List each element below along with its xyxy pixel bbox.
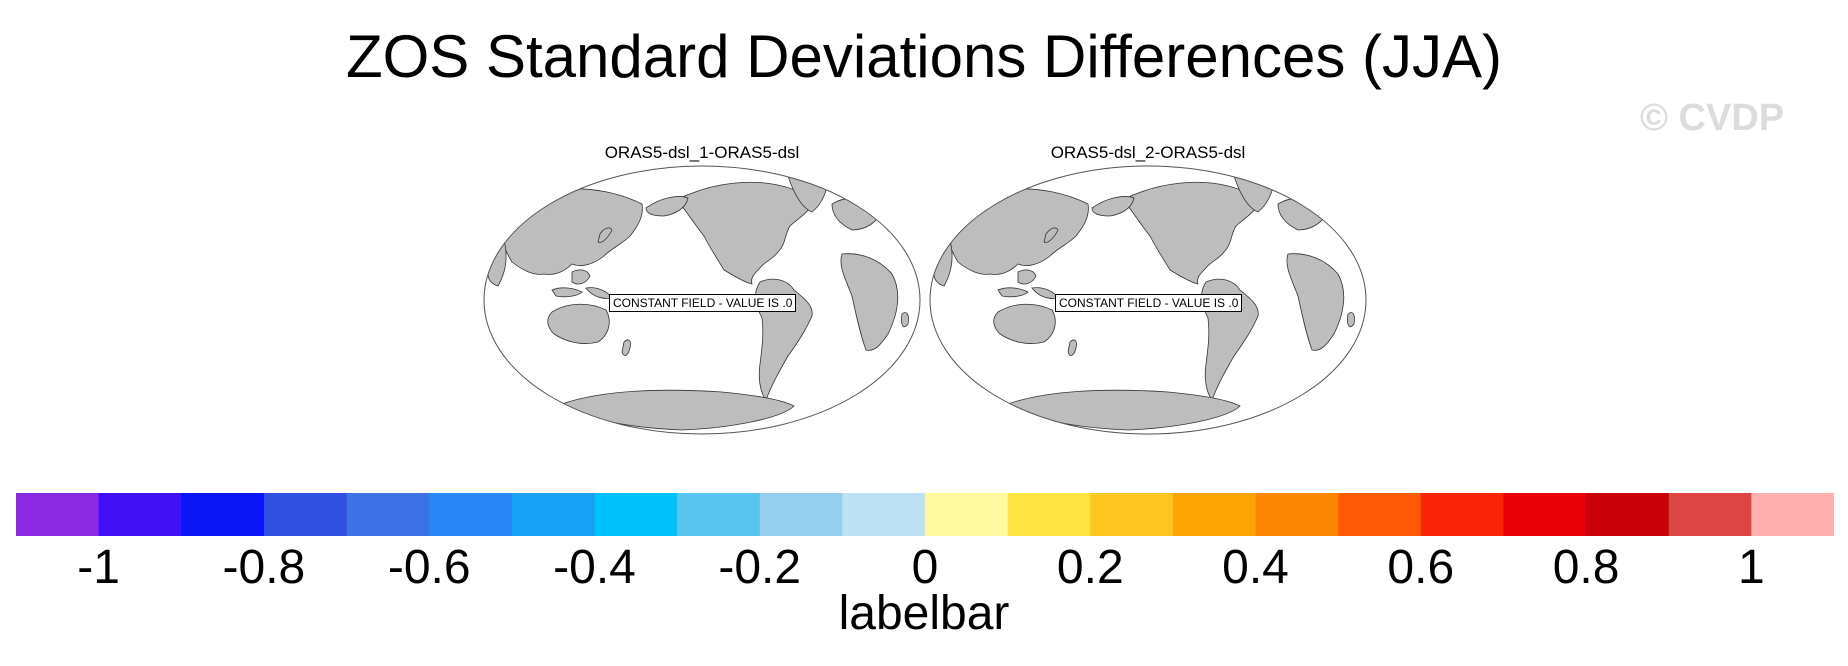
watermark: © CVDP [1640, 97, 1785, 139]
colorbar-box [759, 493, 843, 536]
colorbar-label: labelbar [838, 587, 1010, 640]
colorbar-tick-label: -0.8 [222, 541, 306, 594]
colorbar-box [181, 493, 265, 536]
land-shape [487, 239, 507, 287]
land-shape [997, 287, 1029, 298]
colorbar-box [1751, 493, 1834, 536]
colorbar-tick-label: -0.6 [387, 541, 471, 594]
land-shape [840, 253, 899, 351]
land-shape [621, 339, 631, 356]
panel-1-map [483, 165, 921, 435]
colorbar-box [1172, 493, 1257, 536]
colorbar-box [1586, 493, 1670, 536]
colorbar-box [594, 493, 678, 536]
colorbar-tick-label: 0.8 [1552, 541, 1620, 594]
land-shape [680, 181, 811, 285]
land-shape [1277, 197, 1329, 231]
colorbar-box [1338, 493, 1422, 536]
land-shape [993, 303, 1056, 344]
land-shape [571, 269, 591, 285]
globe-outline [929, 165, 1367, 435]
colorbar-box [925, 493, 1009, 536]
land-shape [1286, 253, 1345, 351]
colorbar-box [1090, 493, 1174, 536]
colorbar-tick-label: 0.2 [1056, 541, 1124, 594]
colorbar-tick-label: 0.6 [1387, 541, 1455, 594]
panel-2-map [929, 165, 1367, 435]
colorbar [16, 493, 1834, 536]
land-shape [645, 196, 689, 217]
land-shape [551, 287, 583, 298]
colorbar-box [429, 493, 513, 536]
globe-outline [483, 165, 921, 435]
colorbar-tick-label: 1 [1738, 541, 1765, 594]
land-shape [933, 239, 953, 287]
panel-1-title: ORAS5-dsl_1-ORAS5-dsl [604, 143, 800, 162]
colorbar-tick-label: 0.4 [1222, 541, 1289, 594]
chart-title: ZOS Standard Deviations Differences (JJA… [345, 23, 1503, 90]
colorbar-box [1668, 493, 1752, 536]
colorbar-box [263, 493, 348, 536]
land-shape [503, 188, 643, 275]
colorbar-tick-label: -1 [77, 541, 120, 594]
colorbar-box [1420, 493, 1504, 536]
colorbar-box [1503, 493, 1587, 536]
colorbar-box [1255, 493, 1339, 536]
colorbar-box [511, 493, 595, 536]
land-shape [1347, 312, 1355, 328]
land-shape [1126, 181, 1257, 285]
colorbar-box [677, 493, 761, 536]
land-shape [831, 197, 883, 231]
panel-1-constant-field-label: CONSTANT FIELD - VALUE IS .0 [609, 294, 797, 312]
colorbar-tick-label: -0.4 [553, 541, 636, 594]
colorbar-box [1007, 493, 1091, 536]
land-shape [597, 227, 613, 243]
panel-2-constant-field-label: CONSTANT FIELD - VALUE IS .0 [1055, 294, 1243, 312]
land-shape [1007, 389, 1241, 431]
land-shape [1067, 339, 1077, 356]
colorbar-box [98, 493, 182, 536]
land-shape [561, 389, 795, 431]
colorbar-box [842, 493, 926, 536]
colorbar-tick-label: 0 [911, 541, 939, 594]
land-shape [1091, 196, 1135, 217]
colorbar-box [16, 493, 100, 536]
land-shape [1043, 227, 1059, 243]
colorbar-box [346, 493, 430, 536]
land-shape [547, 303, 610, 344]
panel-2-title: ORAS5-dsl_2-ORAS5-dsl [1050, 143, 1246, 162]
land-shape [1017, 269, 1037, 285]
colorbar-tick-label: -0.2 [718, 541, 802, 594]
land-shape [901, 312, 909, 328]
land-shape [949, 188, 1089, 275]
